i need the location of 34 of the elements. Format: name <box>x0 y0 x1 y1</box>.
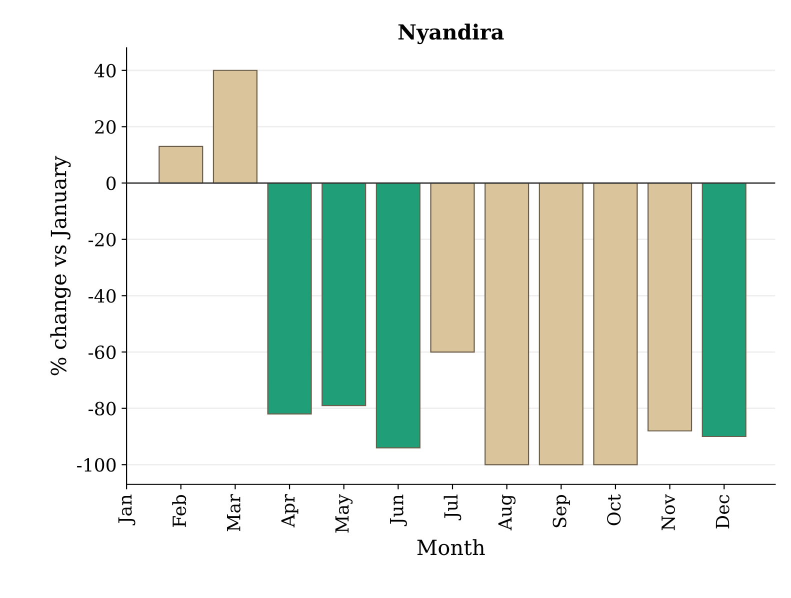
bar <box>158 146 204 184</box>
bar <box>484 182 530 466</box>
y-tick-label: -80 <box>88 402 116 416</box>
x-tick-label: Nov <box>662 494 676 530</box>
y-tick-label: 20 <box>95 120 116 134</box>
bar <box>376 182 420 448</box>
bar <box>322 182 366 406</box>
bar <box>648 182 692 432</box>
bar <box>702 182 746 438</box>
x-axis-title: Month <box>417 539 485 556</box>
x-tick-label: Mar <box>227 494 240 532</box>
x-tick-label: Sep <box>552 495 570 528</box>
x-tick-label: Aug <box>498 494 516 530</box>
y-tick-label: -100 <box>77 458 116 472</box>
y-tick-label: 40 <box>94 64 116 78</box>
bar <box>212 70 258 184</box>
y-tick-label: -40 <box>88 289 116 303</box>
x-tick-label: Dec <box>716 494 730 528</box>
y-axis-title: % change vs January <box>50 156 71 376</box>
bar <box>538 182 584 466</box>
x-tick-label: Feb <box>172 495 186 527</box>
y-tick-label: 0 <box>106 176 116 190</box>
bar <box>430 182 475 353</box>
x-tick-label: Apr <box>281 494 298 528</box>
x-tick-label: Jan <box>118 494 136 526</box>
bar <box>267 182 312 415</box>
x-tick-label: Jun <box>390 494 407 526</box>
bar <box>593 182 638 466</box>
y-tick-label: -20 <box>88 232 116 246</box>
x-tick-label: Jul <box>444 494 462 520</box>
x-tick-label: May <box>335 494 353 533</box>
x-tick-label: Oct <box>607 494 621 526</box>
y-tick-label: -60 <box>88 345 116 360</box>
chart-title: Nyandira <box>398 24 504 44</box>
